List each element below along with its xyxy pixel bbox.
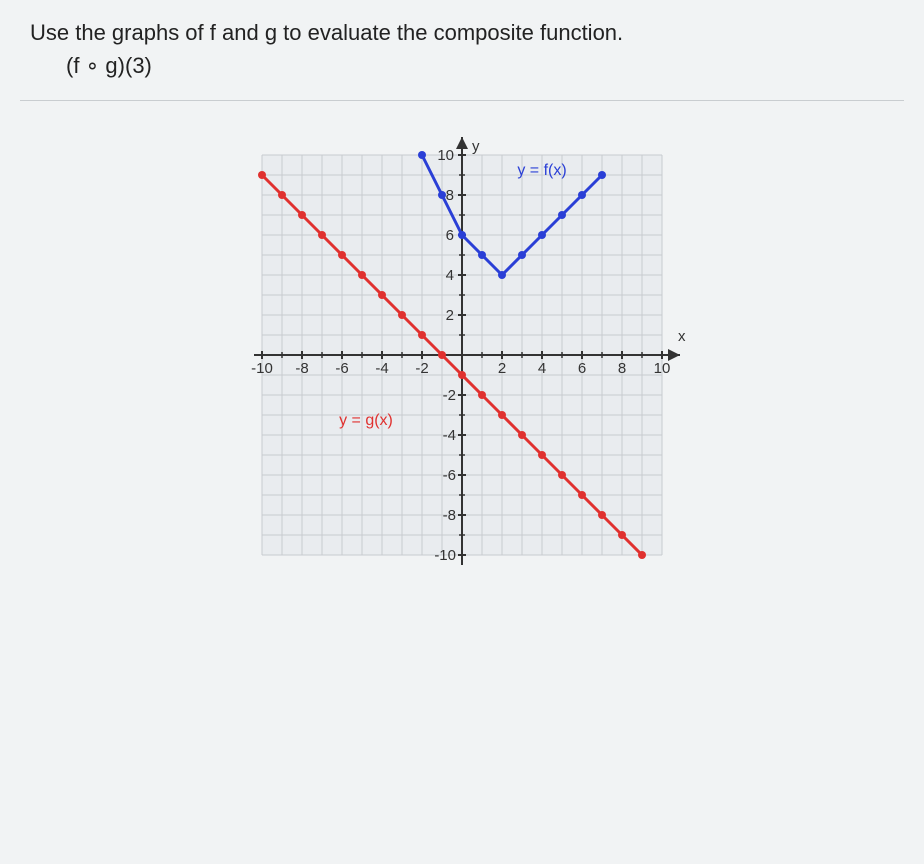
- svg-text:-6: -6: [335, 360, 348, 377]
- svg-text:-2: -2: [443, 387, 456, 404]
- svg-text:8: 8: [446, 187, 454, 204]
- svg-text:-8: -8: [443, 507, 456, 524]
- svg-text:10: 10: [437, 147, 454, 164]
- question-line-1: Use the graphs of f and g to evaluate th…: [30, 16, 898, 49]
- divider: [20, 100, 904, 101]
- chart-container: -10 -8 -6 -4 -2 2 4 6 8 10 2 4 6 8 10 -2 -4 -6 -8 -10 x y y = …: [20, 119, 904, 595]
- svg-text:6: 6: [446, 227, 454, 244]
- question-line-2: (f ∘ g)(3): [30, 49, 898, 82]
- svg-text:-10: -10: [251, 360, 273, 377]
- svg-text:2: 2: [446, 307, 454, 324]
- svg-text:-4: -4: [443, 427, 456, 444]
- svg-text:y = g(x): y = g(x): [339, 412, 393, 429]
- svg-text:10: 10: [654, 360, 671, 377]
- question-text: Use the graphs of f and g to evaluate th…: [20, 8, 904, 96]
- svg-text:-8: -8: [295, 360, 308, 377]
- svg-text:y: y: [472, 138, 480, 155]
- svg-text:-4: -4: [375, 360, 388, 377]
- svg-text:-6: -6: [443, 467, 456, 484]
- composite-function-chart: -10 -8 -6 -4 -2 2 4 6 8 10 2 4 6 8 10 -2 -4 -6 -8 -10 x y y = …: [212, 125, 712, 595]
- svg-text:4: 4: [538, 360, 546, 377]
- svg-text:4: 4: [446, 267, 454, 284]
- svg-text:8: 8: [618, 360, 626, 377]
- svg-text:2: 2: [498, 360, 506, 377]
- svg-text:-10: -10: [434, 547, 456, 564]
- page: Use the graphs of f and g to evaluate th…: [0, 0, 924, 864]
- svg-text:x: x: [678, 328, 686, 345]
- svg-text:6: 6: [578, 360, 586, 377]
- svg-text:-2: -2: [415, 360, 428, 377]
- svg-text:y = f(x): y = f(x): [517, 162, 566, 179]
